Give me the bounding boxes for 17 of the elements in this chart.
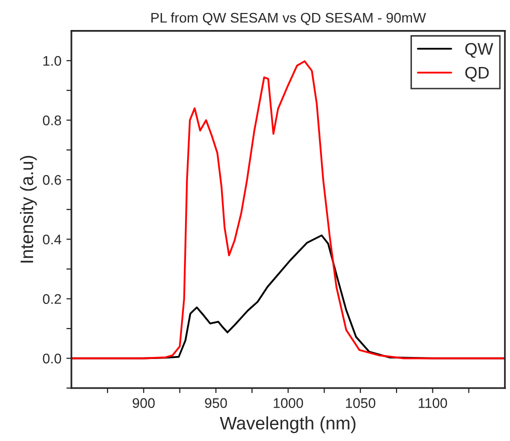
x-tick-label: 1000 [274, 398, 304, 408]
text: 0.0 [42, 354, 62, 364]
y-tick-label: 0.8 [42, 116, 62, 126]
x-tick-label: 900 [132, 398, 155, 408]
y-tick-label: 0.2 [42, 294, 61, 304]
y-tick-label: 0.6 [42, 175, 62, 185]
legend-label: QW [465, 42, 494, 58]
x-axis-title: Wavelength (nm) [220, 416, 356, 434]
x-tick-label: 950 [204, 398, 227, 408]
text: 1.0 [43, 56, 62, 66]
y-axis-title: Intensity (a.u) [20, 156, 37, 262]
legend-label: QD [465, 66, 489, 82]
chart-title: PL from QW SESAM vs QD SESAM - 90mW [151, 12, 426, 26]
x-tick-label: 1050 [346, 398, 376, 408]
line-series [71, 60, 505, 360]
x-tick-label: 1100 [418, 398, 448, 408]
y-tick-label: 0.4 [42, 234, 62, 244]
